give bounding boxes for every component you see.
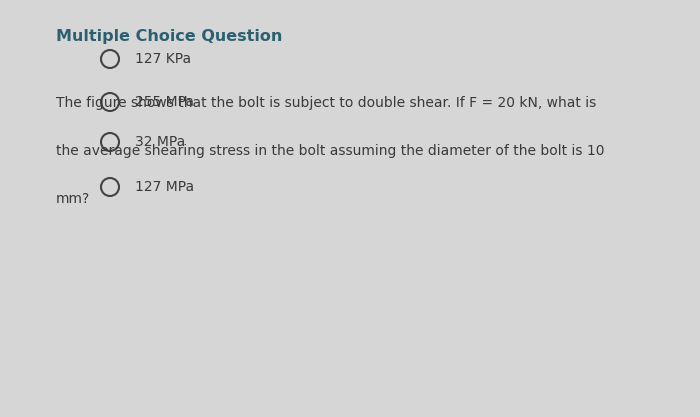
Text: mm?: mm? (56, 192, 90, 206)
Text: 32 MPa: 32 MPa (135, 135, 186, 149)
Text: 127 KPa: 127 KPa (135, 52, 191, 66)
Text: the average shearing stress in the bolt assuming the diameter of the bolt is 10: the average shearing stress in the bolt … (56, 144, 605, 158)
Text: The figure shows that the bolt is subject to double shear. If F = 20 kN, what is: The figure shows that the bolt is subjec… (56, 96, 596, 110)
Text: Multiple Choice Question: Multiple Choice Question (56, 29, 282, 44)
Text: 127 MPa: 127 MPa (135, 180, 194, 194)
Text: 255 MPa: 255 MPa (135, 95, 194, 109)
